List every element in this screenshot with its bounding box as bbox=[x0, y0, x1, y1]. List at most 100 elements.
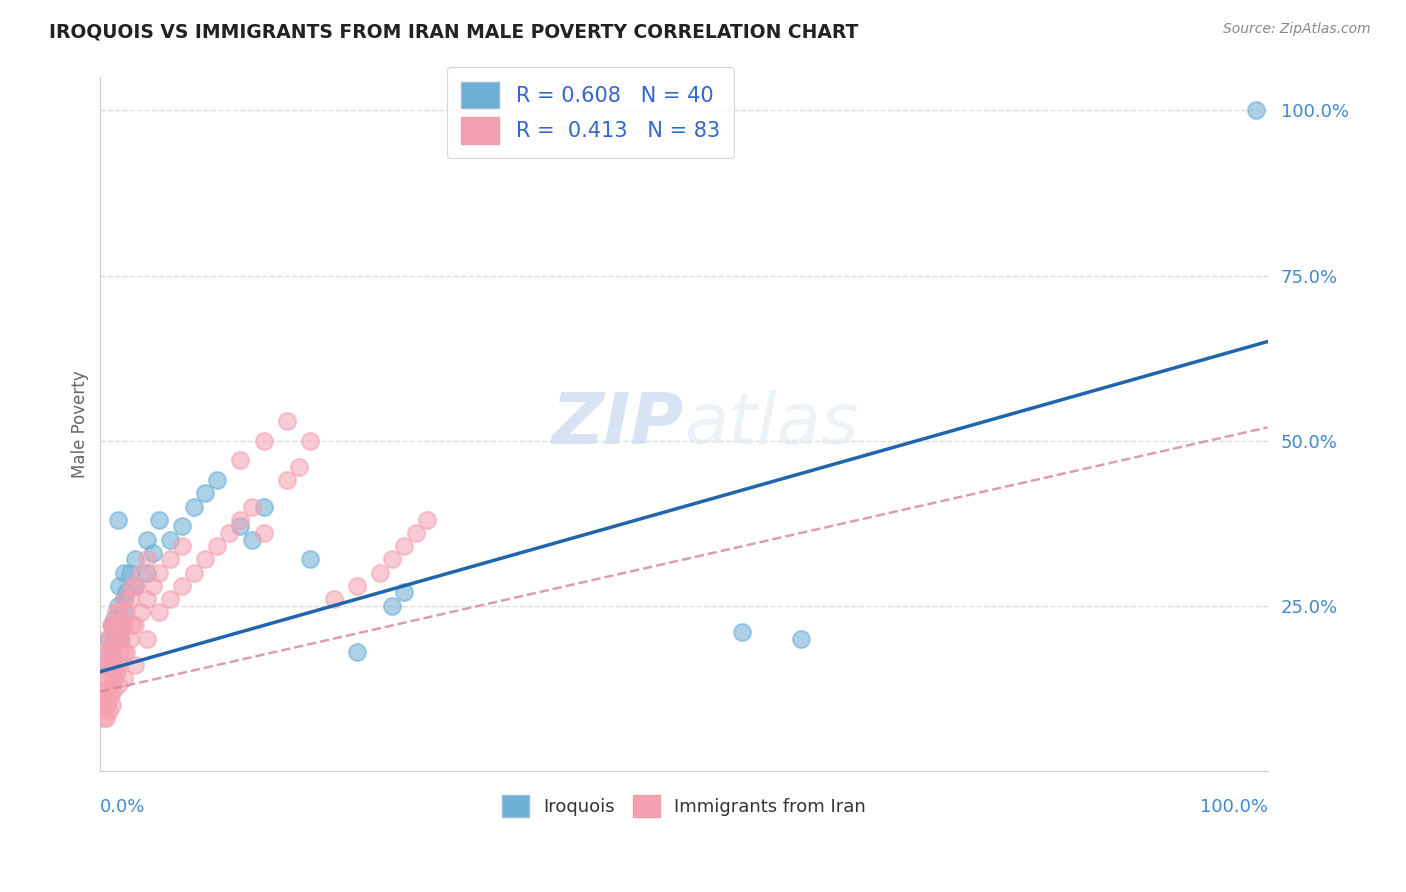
Point bbox=[124, 579, 146, 593]
Point bbox=[170, 539, 193, 553]
Point bbox=[96, 711, 118, 725]
Point bbox=[136, 632, 159, 646]
Point bbox=[104, 605, 127, 619]
Point bbox=[100, 618, 122, 632]
Point bbox=[97, 632, 120, 646]
Point bbox=[112, 605, 135, 619]
Text: atlas: atlas bbox=[683, 390, 859, 458]
Point bbox=[108, 645, 131, 659]
Y-axis label: Male Poverty: Male Poverty bbox=[72, 370, 89, 478]
Point bbox=[194, 486, 217, 500]
Point bbox=[93, 671, 115, 685]
Point bbox=[118, 632, 141, 646]
Point bbox=[108, 579, 131, 593]
Point bbox=[101, 651, 124, 665]
Point bbox=[98, 691, 121, 706]
Point bbox=[103, 612, 125, 626]
Point bbox=[731, 625, 754, 640]
Point bbox=[194, 552, 217, 566]
Text: 100.0%: 100.0% bbox=[1199, 798, 1268, 816]
Point bbox=[115, 605, 138, 619]
Point bbox=[370, 566, 392, 580]
Point bbox=[392, 539, 415, 553]
Point bbox=[159, 533, 181, 547]
Point bbox=[229, 519, 252, 533]
Point bbox=[96, 684, 118, 698]
Point bbox=[107, 618, 129, 632]
Point bbox=[148, 513, 170, 527]
Point bbox=[101, 618, 124, 632]
Point bbox=[108, 658, 131, 673]
Point bbox=[112, 592, 135, 607]
Point bbox=[97, 658, 120, 673]
Point bbox=[108, 605, 131, 619]
Point bbox=[124, 579, 146, 593]
Point bbox=[121, 579, 143, 593]
Point bbox=[100, 684, 122, 698]
Point bbox=[229, 453, 252, 467]
Point bbox=[104, 658, 127, 673]
Text: 0.0%: 0.0% bbox=[100, 798, 146, 816]
Point bbox=[118, 592, 141, 607]
Point bbox=[129, 605, 152, 619]
Point bbox=[159, 592, 181, 607]
Point bbox=[105, 665, 128, 679]
Point bbox=[136, 533, 159, 547]
Point bbox=[94, 658, 117, 673]
Point bbox=[115, 585, 138, 599]
Point bbox=[124, 552, 146, 566]
Text: ZIP: ZIP bbox=[551, 390, 683, 458]
Point bbox=[299, 434, 322, 448]
Point bbox=[118, 566, 141, 580]
Point bbox=[229, 513, 252, 527]
Point bbox=[101, 645, 124, 659]
Point bbox=[96, 658, 118, 673]
Point bbox=[103, 684, 125, 698]
Point bbox=[789, 632, 811, 646]
Point bbox=[96, 671, 118, 685]
Point bbox=[101, 658, 124, 673]
Point bbox=[98, 645, 121, 659]
Point bbox=[96, 698, 118, 712]
Point bbox=[101, 638, 124, 652]
Point bbox=[299, 552, 322, 566]
Point bbox=[110, 632, 132, 646]
Point bbox=[112, 671, 135, 685]
Point bbox=[346, 645, 368, 659]
Point bbox=[96, 645, 118, 659]
Legend: Iroquois, Immigrants from Iran: Iroquois, Immigrants from Iran bbox=[495, 788, 873, 824]
Point bbox=[205, 473, 228, 487]
Point bbox=[107, 618, 129, 632]
Point bbox=[115, 645, 138, 659]
Point bbox=[142, 579, 165, 593]
Point bbox=[104, 632, 127, 646]
Point bbox=[110, 618, 132, 632]
Point bbox=[108, 632, 131, 646]
Point bbox=[136, 566, 159, 580]
Point bbox=[392, 585, 415, 599]
Point bbox=[96, 632, 118, 646]
Point bbox=[91, 684, 114, 698]
Point bbox=[129, 566, 152, 580]
Point bbox=[94, 698, 117, 712]
Point bbox=[253, 434, 276, 448]
Point bbox=[416, 513, 439, 527]
Text: IROQUOIS VS IMMIGRANTS FROM IRAN MALE POVERTY CORRELATION CHART: IROQUOIS VS IMMIGRANTS FROM IRAN MALE PO… bbox=[49, 22, 859, 41]
Point bbox=[240, 500, 263, 514]
Point bbox=[142, 546, 165, 560]
Point bbox=[148, 566, 170, 580]
Point bbox=[103, 671, 125, 685]
Point bbox=[1244, 103, 1267, 118]
Point bbox=[322, 592, 344, 607]
Point bbox=[253, 500, 276, 514]
Point bbox=[101, 698, 124, 712]
Point bbox=[124, 618, 146, 632]
Point bbox=[381, 599, 404, 613]
Point bbox=[103, 618, 125, 632]
Point bbox=[112, 645, 135, 659]
Point bbox=[112, 618, 135, 632]
Point bbox=[112, 592, 135, 607]
Point bbox=[93, 711, 115, 725]
Point bbox=[107, 678, 129, 692]
Point bbox=[148, 605, 170, 619]
